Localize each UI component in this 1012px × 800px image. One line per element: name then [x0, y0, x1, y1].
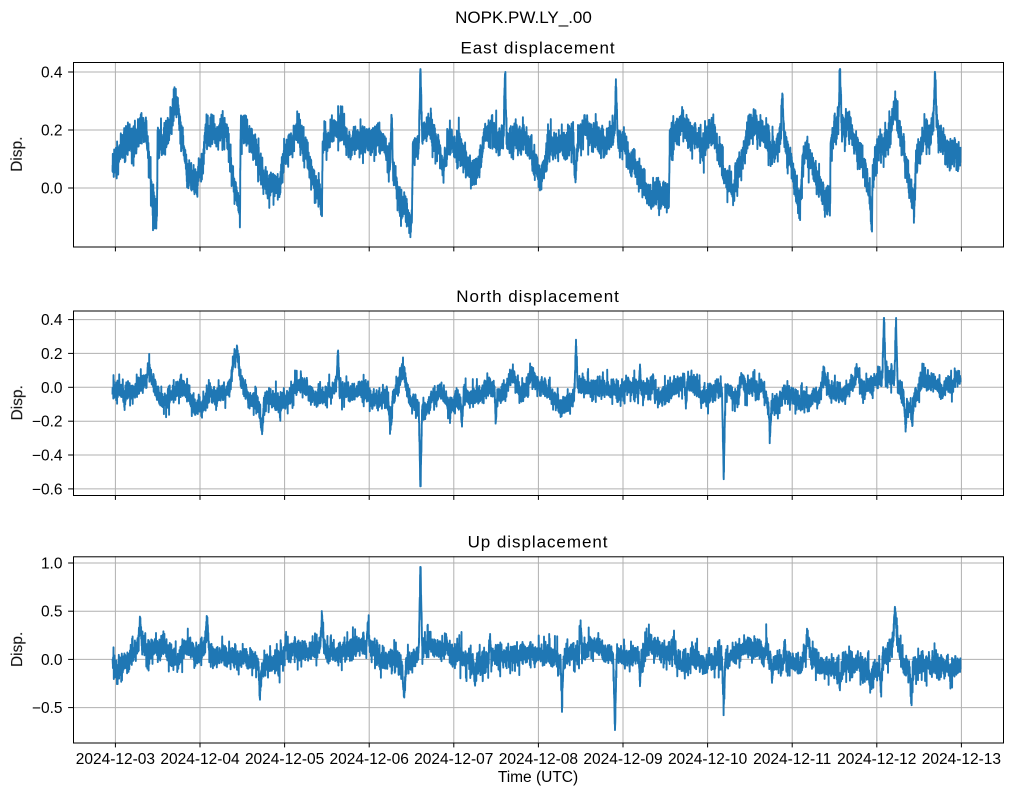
- svg-text:2024-12-03: 2024-12-03: [76, 751, 155, 768]
- svg-text:0.0: 0.0: [41, 181, 63, 198]
- svg-text:0.4: 0.4: [41, 65, 63, 82]
- svg-text:2024-12-08: 2024-12-08: [499, 751, 578, 768]
- svg-text:2024-12-12: 2024-12-12: [837, 751, 916, 768]
- svg-text:0.5: 0.5: [41, 604, 63, 621]
- svg-text:0.0: 0.0: [41, 380, 63, 397]
- svg-text:North displacement: North displacement: [456, 287, 620, 306]
- svg-text:Up displacement: Up displacement: [468, 533, 609, 552]
- svg-text:−0.6: −0.6: [32, 481, 63, 498]
- svg-text:2024-12-05: 2024-12-05: [245, 751, 324, 768]
- svg-text:Time (UTC): Time (UTC): [498, 769, 578, 786]
- svg-text:Disp.: Disp.: [9, 137, 26, 172]
- svg-text:1.0: 1.0: [41, 556, 63, 573]
- svg-text:Disp.: Disp.: [9, 385, 26, 420]
- svg-text:0.4: 0.4: [41, 312, 63, 329]
- svg-text:2024-12-07: 2024-12-07: [414, 751, 493, 768]
- svg-text:0.2: 0.2: [41, 123, 63, 140]
- svg-text:2024-12-06: 2024-12-06: [330, 751, 409, 768]
- svg-text:−0.2: −0.2: [32, 414, 63, 431]
- svg-text:2024-12-13: 2024-12-13: [922, 751, 1001, 768]
- svg-text:2024-12-09: 2024-12-09: [583, 751, 662, 768]
- svg-text:0.2: 0.2: [41, 346, 63, 363]
- svg-text:0.0: 0.0: [41, 652, 63, 669]
- svg-text:2024-12-10: 2024-12-10: [668, 751, 748, 768]
- svg-text:−0.5: −0.5: [32, 700, 63, 717]
- svg-text:−0.4: −0.4: [32, 448, 63, 465]
- svg-text:2024-12-11: 2024-12-11: [753, 751, 831, 768]
- svg-text:Disp.: Disp.: [9, 632, 26, 667]
- svg-text:NOPK.PW.LY_.00: NOPK.PW.LY_.00: [455, 8, 592, 27]
- svg-text:East displacement: East displacement: [460, 38, 615, 57]
- svg-text:2024-12-04: 2024-12-04: [160, 751, 240, 768]
